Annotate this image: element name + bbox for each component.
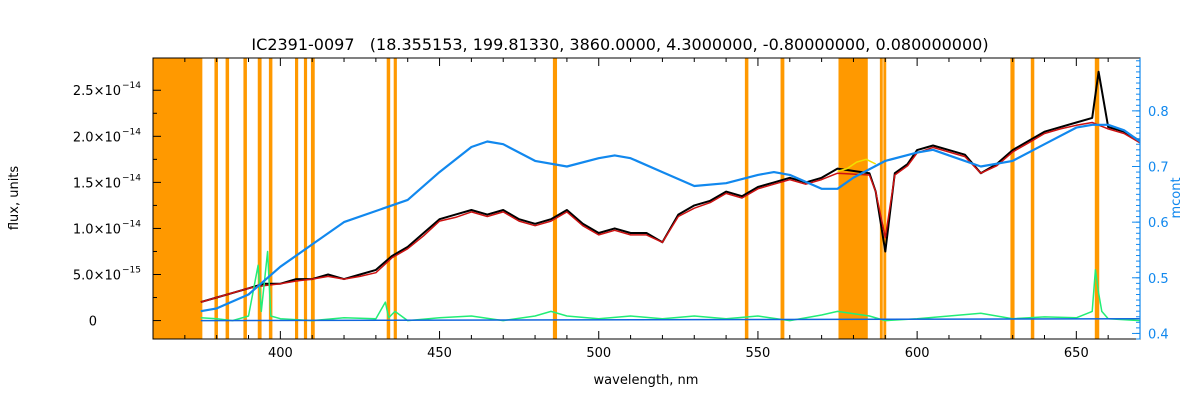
series-observed-flux: [200, 70, 1141, 304]
masked-region: [310, 58, 315, 339]
y2-tick-label: 0.4: [1148, 327, 1169, 342]
masked-region: [1010, 58, 1015, 339]
masked-region: [386, 58, 391, 339]
masked-region: [552, 58, 558, 339]
masked-region: [780, 58, 785, 339]
masked-region: [393, 58, 397, 339]
y-tick-label: 1.0×10: [73, 222, 121, 237]
y-axis-label: flux, units: [7, 166, 22, 231]
masked-region: [838, 58, 868, 339]
y2-tick-label: 0.7: [1148, 161, 1169, 176]
x-tick-label: 450: [427, 346, 452, 361]
y-tick-exponent: −14: [122, 127, 141, 137]
masked-region: [879, 58, 883, 339]
masked-region: [225, 58, 230, 339]
masked-regions: [153, 58, 1100, 339]
plot-frame: [152, 57, 1141, 340]
masked-region: [243, 58, 247, 339]
x-tick-label: 600: [905, 346, 930, 361]
masked-region: [883, 58, 887, 339]
series-masked-region-model: [837, 158, 877, 173]
masked-region: [303, 58, 308, 339]
y-tick-exponent: −14: [122, 219, 141, 229]
x-axis-label: wavelength, nm: [594, 373, 699, 388]
masked-region: [295, 58, 299, 339]
series-layer: [200, 70, 1141, 322]
masked-region: [744, 58, 749, 339]
masked-region: [153, 58, 203, 339]
y2-tick-label: 0.8: [1148, 105, 1169, 120]
y-axis: 05.0×10 −151.0×10 −141.5×10 −142.0×10 −142.5…: [73, 81, 161, 330]
y-tick-exponent: −14: [122, 173, 141, 183]
series-model-fit: [200, 121, 1141, 303]
y2-axis-label: mcont: [1169, 177, 1184, 218]
x-tick-label: 650: [1064, 346, 1089, 361]
masked-region: [257, 58, 262, 339]
x-axis: 400 450 500 550 600 650: [184, 58, 1141, 361]
masked-region: [268, 58, 273, 339]
y-tick-exponent: −14: [122, 81, 141, 91]
y-tick-label: 1.5×10: [73, 176, 121, 191]
y-tick-label: 0: [89, 315, 97, 330]
y-tick-exponent: −15: [122, 266, 141, 276]
masked-region: [214, 58, 218, 339]
y-tick-label: 2.0×10: [73, 130, 121, 145]
y-tick-label: 5.0×10: [73, 269, 121, 284]
masked-region: [1030, 58, 1035, 339]
chart-title: IC2391-0097 (18.355153, 199.81330, 3860.…: [251, 35, 988, 54]
y-tick-label: 2.5×10: [73, 84, 121, 99]
y2-tick-label: 0.5: [1148, 272, 1169, 287]
series-mcont: [200, 123, 1141, 313]
masked-region: [1094, 58, 1100, 339]
series-residuals: [200, 250, 1141, 322]
x-tick-label: 500: [586, 346, 611, 361]
y2-tick-label: 0.6: [1148, 216, 1169, 231]
x-tick-label: 550: [746, 346, 771, 361]
series-residual-baseline: [200, 317, 1141, 322]
x-tick-label: 400: [268, 346, 293, 361]
y2-axis: 0.4 0.5 0.6 0.7 0.8: [1132, 58, 1169, 342]
